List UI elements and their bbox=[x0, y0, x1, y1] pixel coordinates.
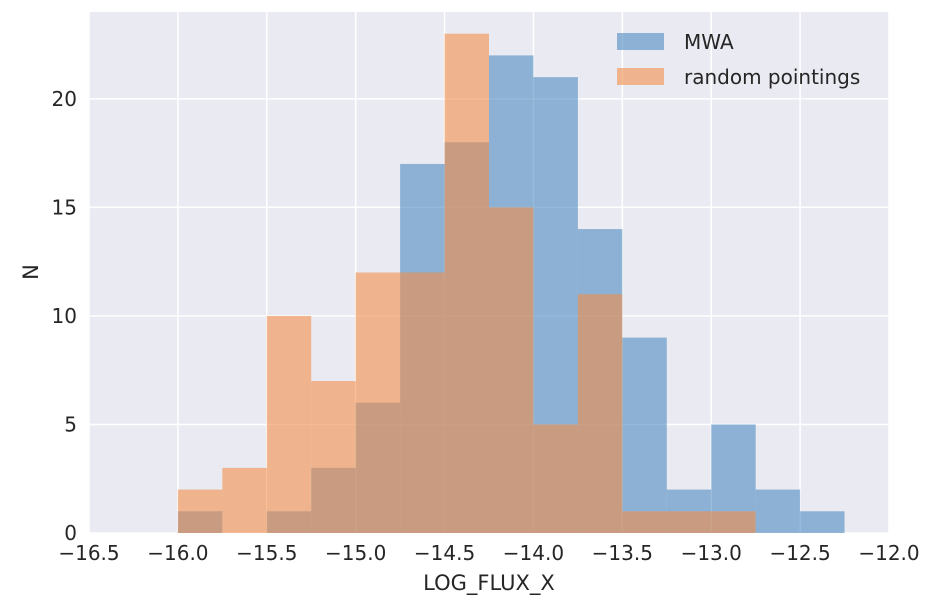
bar-mwa bbox=[800, 511, 845, 533]
bar-random-pointings bbox=[711, 511, 756, 533]
x-tick-label: −15.0 bbox=[325, 541, 386, 565]
legend: MWA random pointings bbox=[617, 30, 860, 89]
bar-random-pointings bbox=[266, 315, 312, 533]
histogram-bars bbox=[177, 33, 845, 534]
bar-random-pointings bbox=[533, 424, 578, 533]
y-tick-label: 10 bbox=[52, 304, 77, 328]
bar-random-pointings bbox=[666, 511, 712, 533]
bar-random-pointings bbox=[577, 294, 623, 533]
legend-swatch-random-pointings bbox=[617, 68, 664, 85]
legend-swatch-mwa bbox=[617, 33, 664, 50]
y-tick-label: 15 bbox=[52, 195, 77, 219]
x-tick-label: −16.5 bbox=[58, 541, 119, 565]
bar-random-pointings bbox=[622, 511, 667, 533]
x-tick-label: −13.5 bbox=[592, 541, 653, 565]
bar-random-pointings bbox=[355, 272, 401, 533]
x-axis-title: LOG_FLUX_X bbox=[423, 571, 555, 596]
y-axis-ticks: 0 5 10 15 20 bbox=[52, 87, 77, 545]
bar-random-pointings bbox=[177, 489, 223, 533]
x-tick-label: −14.5 bbox=[414, 541, 475, 565]
bar-random-pointings bbox=[444, 33, 489, 533]
x-tick-label: −12.5 bbox=[769, 541, 830, 565]
x-axis-ticks: −16.5 −16.0 −15.5 −15.0 −14.5 −14.0 −13.5 −13.0… bbox=[58, 541, 919, 565]
y-tick-label: 0 bbox=[64, 521, 77, 545]
bar-mwa bbox=[755, 489, 801, 533]
bar-mwa bbox=[622, 337, 667, 533]
legend-label-random-pointings: random pointings bbox=[684, 65, 860, 89]
bar-random-pointings bbox=[400, 272, 445, 533]
x-tick-label: −12.0 bbox=[858, 541, 919, 565]
bar-random-pointings bbox=[222, 467, 267, 533]
x-tick-label: −14.0 bbox=[503, 541, 564, 565]
y-tick-label: 20 bbox=[52, 87, 77, 111]
legend-label-mwa: MWA bbox=[684, 30, 734, 54]
bar-random-pointings bbox=[489, 207, 534, 533]
y-axis-title: N bbox=[19, 264, 43, 280]
x-tick-label: −16.0 bbox=[147, 541, 208, 565]
x-tick-label: −13.0 bbox=[681, 541, 742, 565]
x-tick-label: −15.5 bbox=[236, 541, 297, 565]
y-tick-label: 5 bbox=[64, 412, 77, 436]
bar-random-pointings bbox=[311, 381, 356, 533]
